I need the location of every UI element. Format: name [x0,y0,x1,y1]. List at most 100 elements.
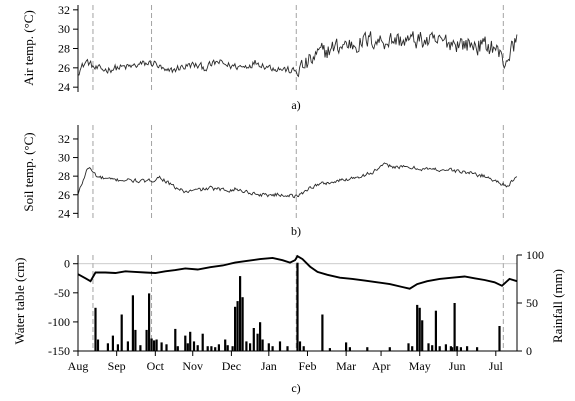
rainfall-bar [366,347,369,351]
y-tick-label: 32 [58,132,70,146]
rainfall-bar [226,345,229,351]
rainfall-bar [126,341,129,351]
rainfall-bar [321,314,324,351]
x-tick-label-jun: Jun [449,359,466,373]
rainfall-bar [466,346,469,351]
rainfall-bar [451,347,454,351]
rainfall-bar [476,347,479,351]
rainfall-bar [453,303,456,351]
y-tick-label: 28 [58,169,70,183]
x-tick-label-feb: Feb [298,359,316,373]
rainfall-bar [231,346,234,351]
rainfall-bar [256,333,259,351]
rainfall-bar [145,329,148,351]
x-tick-label-dec: Dec [222,359,241,373]
rainfall-bar [134,329,137,351]
x-tick-label-mar: Mar [336,359,356,373]
panel-c-x-ticks: Aug Sep Oct Nov Dec Jan Feb Mar Apr May Jun Jul [68,351,503,373]
rainfall-bar [148,293,151,351]
panel-b-y-axis-label: Soil temp. (°C) [21,132,36,211]
rainfall-bar [267,343,270,351]
rainfall-bar [438,346,441,351]
rainfall-bar [96,339,100,351]
rainfall-bar [186,343,189,351]
rainfall-bar [210,346,213,351]
rainfall-bar [192,341,196,351]
rainfall-bar [249,343,252,351]
rainfall-bar [449,346,452,351]
rainfall-bar [234,306,237,351]
y2-tick-label: 0 [526,344,532,358]
rainfall-bar [201,333,204,351]
rainfall-bar [431,345,434,351]
rainfall-bar [345,342,348,351]
rainfall-bar [224,339,227,351]
rainfall-bar [236,301,239,351]
y-tick-label: 32 [58,3,70,17]
panel-b-soil-temp-line [77,162,518,199]
x-tick-label-nov: Nov [182,359,203,373]
panel-c-right-ticks: 0 50 100 [517,248,544,358]
rainfall-bar [241,297,244,351]
rainfall-bar [259,322,262,351]
rainfall-bar [94,307,97,351]
y-tick-label: 24 [58,206,70,220]
panel-c: 0 -50 -100 -150 0 50 100 Aug Sep Oct Nov Dec Jan Fe… [12,248,565,395]
rainfall-bar [150,338,153,351]
y-tick-label: 24 [58,80,70,94]
rainfall-bar [160,342,163,351]
rainfall-bar [286,346,289,351]
x-tick-label-jan: Jan [261,359,277,373]
rainfall-bar [261,339,264,351]
rainfall-bar [328,348,331,351]
rainfall-bar [498,326,501,351]
panel-a-markers [92,5,504,92]
rainfall-bar [176,346,179,351]
panel-c-left-axis-label: Water table (cm) [12,257,27,344]
rainfall-bar [206,346,209,351]
panel-b-markers [92,125,504,218]
y2-tick-label: 50 [526,296,538,310]
x-tick-label-apr: Apr [372,359,391,373]
rainfall-bar [418,307,421,351]
panel-c-right-axis-label: Rainfall (mm) [550,269,565,343]
panel-b-label: b) [291,224,301,238]
rainfall-bar [245,341,248,351]
y-tick-label: -150 [48,344,70,358]
rainfall-bar [388,347,391,351]
panel-b-y-ticks: 24 26 28 30 32 [58,132,78,220]
rainfall-bar [296,262,299,351]
rainfall-bar [189,331,192,351]
panel-a: 24 26 28 30 32 Air temp. (°C) a) [21,3,518,112]
panel-c-rainfall-bars [94,262,501,351]
y-tick-label: 26 [58,188,70,202]
rainfall-bar [421,320,424,351]
rainfall-bar [239,276,242,351]
y2-tick-label: 100 [526,248,544,262]
rainfall-bar [252,328,255,351]
y-tick-label: 0 [64,257,70,271]
rainfall-bar [131,295,134,351]
panel-c-water-table-line [77,254,518,290]
rainfall-bar [427,343,430,351]
rainfall-bar [278,341,282,351]
rainfall-bar [155,339,158,351]
rainfall-bar [214,347,217,351]
rainfall-bar [407,343,410,351]
panel-c-left-ticks: 0 -50 -100 -150 [48,257,78,358]
x-tick-label-aug: Aug [68,359,89,373]
panel-a-air-temp-line [77,31,518,78]
panel-a-y-ticks: 24 26 28 30 32 [58,3,78,94]
panel-a-label: a) [291,98,300,112]
rainfall-bar [271,346,274,351]
y-tick-label: 26 [58,61,70,75]
rainfall-bar [298,341,302,351]
rainfall-bar [217,344,220,351]
rainfall-bar [459,347,462,351]
panel-b: 24 26 28 30 32 Soil temp. (°C) b) [21,125,518,238]
y-tick-label: -100 [48,315,70,329]
rainfall-bar [434,310,437,351]
rainfall-bar [416,304,419,351]
rainfall-bar [302,346,305,351]
